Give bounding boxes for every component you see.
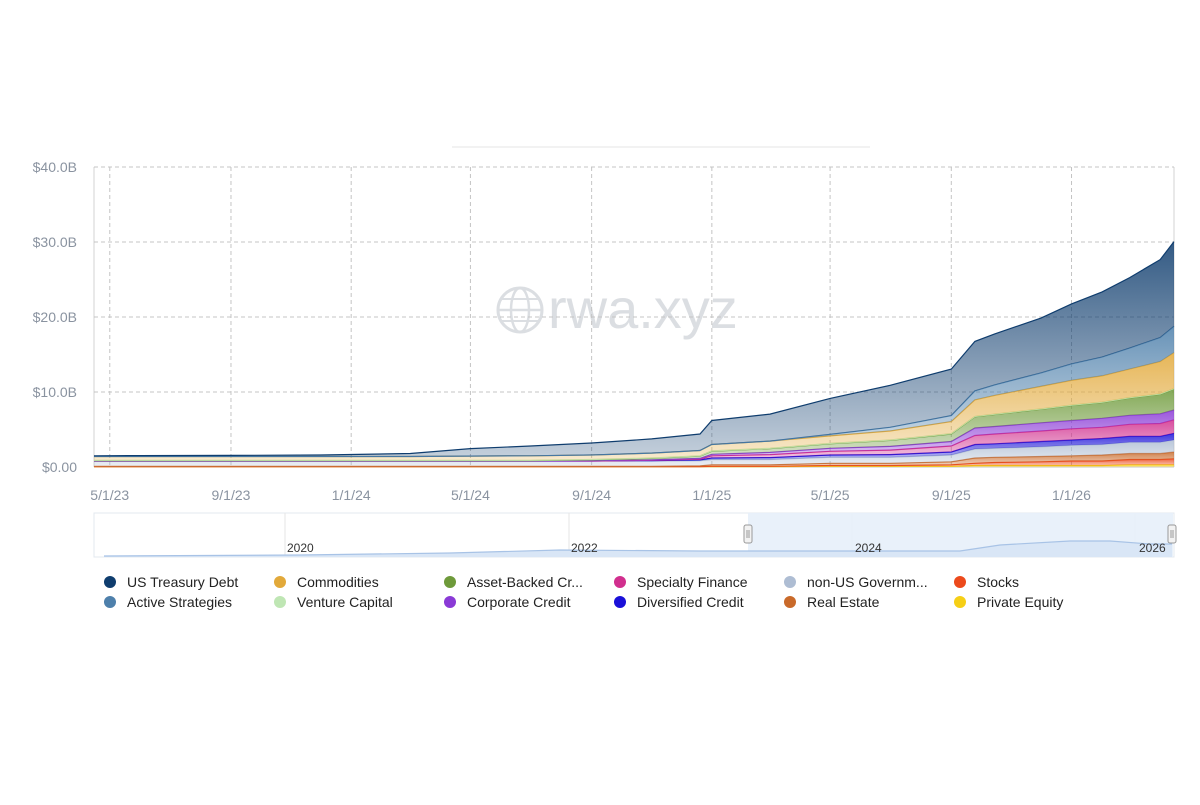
chart-legend: US Treasury Debt Commodities Asset-Backed … — [104, 574, 1104, 610]
legend-swatch-icon — [104, 576, 116, 588]
legend-item[interactable]: non-US Governm... — [784, 574, 954, 590]
navigator-tick-label: 2020 — [287, 541, 314, 555]
navigator-right-handle[interactable] — [1167, 524, 1177, 544]
y-tick-label: $40.0B — [33, 159, 77, 175]
y-tick-label: $0.00 — [42, 459, 77, 475]
x-tick-label: 5/1/25 — [811, 487, 850, 503]
legend-swatch-icon — [104, 596, 116, 608]
legend-label: Commodities — [297, 574, 379, 590]
legend-label: Private Equity — [977, 594, 1064, 610]
line-us-treasury-debt — [93, 241, 1175, 457]
x-axis-ticks: 5/1/23 9/1/23 1/1/24 5/1/24 9/1/24 1/1/25 5/1/… — [90, 487, 1091, 503]
legend-label: Venture Capital — [297, 594, 393, 610]
legend-swatch-icon — [784, 596, 796, 608]
navigator-tick-label: 2026 — [1139, 541, 1166, 555]
x-tick-label: 1/1/24 — [332, 487, 371, 503]
x-tick-label: 9/1/25 — [932, 487, 971, 503]
y-tick-label: $30.0B — [33, 234, 77, 250]
legend-item[interactable]: Private Equity — [954, 594, 1124, 610]
x-tick-label: 9/1/23 — [212, 487, 251, 503]
legend-swatch-icon — [954, 576, 966, 588]
legend-swatch-icon — [614, 576, 626, 588]
area-series — [93, 241, 1175, 468]
legend-label: Real Estate — [807, 594, 880, 610]
legend-swatch-icon — [614, 596, 626, 608]
watermark-globe-icon — [496, 286, 544, 334]
y-axis-ticks: $0.00 $10.0B $20.0B $30.0B $40.0B — [33, 159, 78, 475]
range-navigator[interactable]: 2020 2022 2024 2026 — [93, 512, 1177, 558]
area-specialty-finance — [94, 419, 1174, 461]
legend-item[interactable]: Commodities — [274, 574, 444, 590]
legend-item[interactable]: Diversified Credit — [614, 594, 784, 610]
legend-label: Stocks — [977, 574, 1020, 590]
legend-label: Specialty Finance — [637, 574, 748, 590]
legend-swatch-icon — [444, 596, 456, 608]
legend-swatch-icon — [444, 576, 456, 588]
watermark: rwa.xyz — [496, 277, 738, 340]
y-tick-label: $20.0B — [33, 309, 77, 325]
x-tick-label: 9/1/24 — [572, 487, 611, 503]
navigator-tick-label: 2022 — [571, 541, 598, 555]
grid-lines — [93, 146, 1175, 468]
legend-swatch-icon — [274, 596, 286, 608]
legend-label: US Treasury Debt — [127, 574, 239, 590]
legend-swatch-icon — [954, 596, 966, 608]
y-tick-label: $10.0B — [33, 384, 77, 400]
legend-swatch-icon — [274, 576, 286, 588]
navigator-tick-label: 2024 — [855, 541, 882, 555]
legend-item[interactable]: Specialty Finance — [614, 574, 784, 590]
legend-item[interactable]: US Treasury Debt — [104, 574, 274, 590]
x-tick-label: 5/1/24 — [451, 487, 490, 503]
legend-label: Diversified Credit — [637, 594, 744, 610]
legend-label: Active Strategies — [127, 594, 233, 610]
legend-label: Asset-Backed Cr... — [467, 574, 583, 590]
area-corporate-credit — [94, 410, 1174, 461]
legend-item[interactable]: Active Strategies — [104, 594, 274, 610]
legend-item[interactable]: Asset-Backed Cr... — [444, 574, 614, 590]
legend-item[interactable]: Real Estate — [784, 594, 954, 610]
x-tick-label: 1/1/25 — [692, 487, 731, 503]
navigator-left-handle[interactable] — [743, 524, 753, 544]
x-tick-label: 1/1/26 — [1052, 487, 1091, 503]
legend-item[interactable]: Stocks — [954, 574, 1124, 590]
legend-swatch-icon — [784, 576, 796, 588]
legend-label: non-US Governm... — [807, 574, 928, 590]
area-asset-backed-cr — [94, 389, 1174, 461]
legend-label: Corporate Credit — [467, 594, 571, 610]
x-tick-label: 5/1/23 — [90, 487, 129, 503]
legend-item[interactable]: Venture Capital — [274, 594, 444, 610]
area-us-treasury-debt — [94, 241, 1174, 457]
area-non-us-governm — [94, 440, 1174, 467]
navigator-mini-area — [104, 541, 1172, 557]
area-commodities — [94, 352, 1174, 461]
navigator-mini-line — [103, 540, 1172, 557]
legend-item[interactable]: Corporate Credit — [444, 594, 614, 610]
watermark-text: rwa.xyz — [548, 277, 738, 340]
